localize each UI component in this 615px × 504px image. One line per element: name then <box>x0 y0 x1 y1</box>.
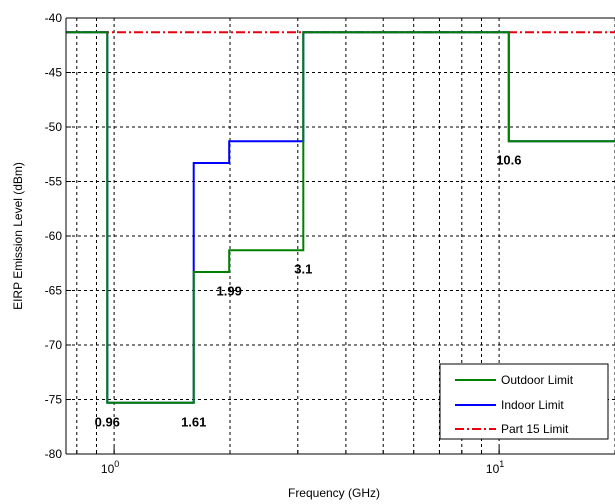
x-tick-label: 101 <box>486 459 504 476</box>
legend-label-indoor: Indoor Limit <box>501 398 564 412</box>
legend-box <box>439 363 609 440</box>
series-line-outdoor <box>66 31 615 404</box>
legend-label-outdoor: Outdoor Limit <box>501 373 574 387</box>
x-axis-label: Frequency (GHz) <box>288 486 380 500</box>
grid <box>66 18 615 454</box>
annotation-label: 1.61 <box>181 414 206 429</box>
y-tick-label: -65 <box>45 284 63 298</box>
y-tick-label: -55 <box>45 175 63 189</box>
y-tick-label: -75 <box>45 393 63 407</box>
annotations: 0.96 1.61 1.99 3.1 10.6 <box>95 153 522 430</box>
annotation-label: 10.6 <box>496 153 521 168</box>
legend: Outdoor Limit Indoor Limit Part 15 Limit <box>439 363 609 440</box>
annotation-label: 1.99 <box>217 284 242 299</box>
y-tick-label: -50 <box>45 120 63 134</box>
series-layer <box>66 31 615 404</box>
y-tick-label: -80 <box>45 447 63 461</box>
legend-label-part15: Part 15 Limit <box>501 422 569 436</box>
y-tick-label: -40 <box>45 11 63 25</box>
y-tick-label: -45 <box>45 66 63 80</box>
y-tick-label: -60 <box>45 229 63 243</box>
annotation-label: 3.1 <box>294 262 312 277</box>
x-tick-label: 100 <box>101 459 119 476</box>
annotation-label: 0.96 <box>95 414 120 429</box>
y-tick-label: -70 <box>45 338 63 352</box>
y-axis-label: EIRP Emission Level (dBm) <box>11 162 25 310</box>
ticks: -40 -45 -50 -55 -60 -65 -70 -75 -80 100 101 <box>45 11 615 476</box>
